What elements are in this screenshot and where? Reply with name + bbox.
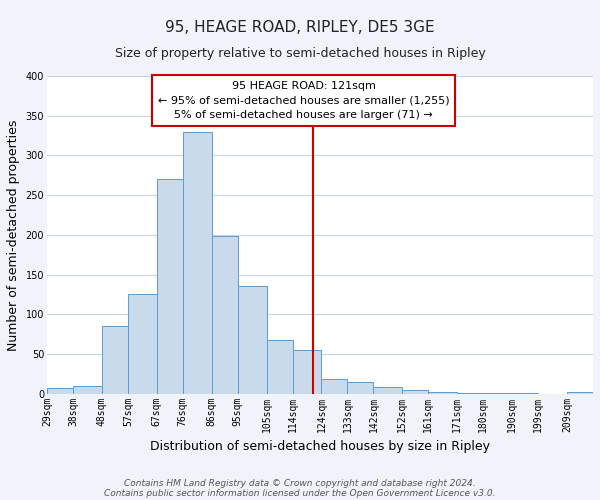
- Bar: [347, 382, 373, 394]
- Bar: [322, 380, 347, 394]
- Bar: [483, 393, 512, 394]
- Bar: [183, 132, 212, 394]
- Bar: [373, 388, 403, 394]
- Bar: [567, 392, 593, 394]
- Y-axis label: Number of semi-detached properties: Number of semi-detached properties: [7, 119, 20, 350]
- Bar: [266, 340, 293, 394]
- Text: 95 HEAGE ROAD: 121sqm
← 95% of semi-detached houses are smaller (1,255)
5% of se: 95 HEAGE ROAD: 121sqm ← 95% of semi-deta…: [158, 80, 449, 120]
- Text: Contains HM Land Registry data © Crown copyright and database right 2024.: Contains HM Land Registry data © Crown c…: [124, 478, 476, 488]
- Bar: [512, 393, 538, 394]
- Bar: [102, 326, 128, 394]
- Bar: [128, 294, 157, 394]
- Bar: [212, 236, 238, 394]
- Bar: [47, 388, 73, 394]
- Bar: [238, 286, 266, 394]
- Bar: [457, 393, 483, 394]
- Text: Size of property relative to semi-detached houses in Ripley: Size of property relative to semi-detach…: [115, 48, 485, 60]
- X-axis label: Distribution of semi-detached houses by size in Ripley: Distribution of semi-detached houses by …: [150, 440, 490, 453]
- Bar: [428, 392, 457, 394]
- Text: Contains public sector information licensed under the Open Government Licence v3: Contains public sector information licen…: [104, 488, 496, 498]
- Bar: [73, 386, 102, 394]
- Text: 95, HEAGE ROAD, RIPLEY, DE5 3GE: 95, HEAGE ROAD, RIPLEY, DE5 3GE: [165, 20, 435, 35]
- Bar: [403, 390, 428, 394]
- Bar: [293, 350, 322, 394]
- Bar: [157, 179, 183, 394]
